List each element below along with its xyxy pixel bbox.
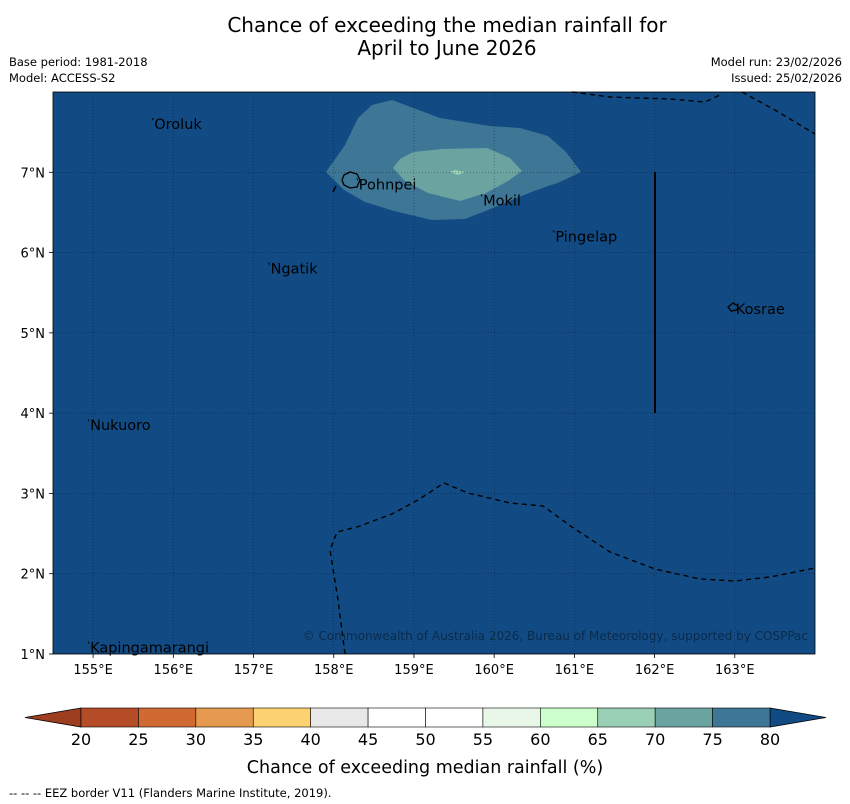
place-marker [151, 117, 154, 121]
place-label-pohnpei: Pohnpei [359, 177, 417, 193]
lon-tick-label: 159°E [394, 663, 434, 678]
lat-tick-label: 1°N [21, 648, 46, 663]
meta-left: Base period: 1981-2018 Model: ACCESS-S2 [9, 54, 148, 86]
lat-tick-label: 5°N [21, 327, 46, 342]
title-line-1: Chance of exceeding the median rainfall … [227, 13, 667, 37]
lat-tick-label: 7°N [21, 166, 46, 181]
model-name: Model: ACCESS-S2 [9, 71, 116, 85]
map-frame [52, 91, 816, 655]
colorbar-swatch [482, 707, 541, 728]
pohnpei-outline [341, 171, 361, 189]
colorbar-level-label: 45 [358, 730, 378, 749]
lat-tick-label: 2°N [21, 568, 46, 583]
place-marker [733, 302, 736, 305]
colorbar-level-label: 70 [645, 730, 665, 749]
colorbar-under-arrow [24, 707, 82, 728]
colorbar-level-label: 40 [300, 730, 320, 749]
colorbar-over-arrow [769, 707, 827, 728]
lat-tick-label: 6°N [21, 247, 46, 262]
place-label-pingelap: Pingelap [555, 230, 617, 246]
lon-tick-label: 158°E [314, 663, 354, 678]
kosrae-outline [727, 302, 739, 312]
colorbar-title: Chance of exceeding median rainfall (%) [247, 758, 603, 778]
colorbar-level-label: 80 [760, 730, 780, 749]
colorbar-level-label: 65 [588, 730, 608, 749]
eez-border-south [329, 482, 816, 655]
axis-ticks: 155°E 156°E 157°E 158°E 159°E 160°E 161°E 162°E… [21, 166, 755, 678]
base-period: Base period: 1981-2018 [9, 55, 148, 69]
copyright-notice: © Commonwealth of Australia 2026, Bureau… [303, 629, 808, 643]
colorbar-swatch [80, 707, 139, 728]
model-run: Model run: 23/02/2026 [710, 55, 842, 69]
island-outlines [341, 171, 739, 312]
lat-tick-label: 3°N [21, 487, 46, 502]
colorbar-swatch [712, 707, 771, 728]
place-marker [552, 230, 555, 233]
place-marker [480, 194, 483, 197]
map-title: Chance of exceeding the median rainfall … [0, 14, 850, 60]
colorbar-swatch [597, 707, 656, 728]
colorbar-swatch [367, 707, 426, 728]
colorbar-level-label: 20 [71, 730, 91, 749]
lon-tick-label: 160°E [474, 663, 514, 678]
eez-footnote: -- -- -- EEZ border V11 (Flanders Marine… [9, 786, 332, 800]
lon-tick-label: 163°E [715, 663, 755, 678]
lon-tick-label: 161°E [555, 663, 595, 678]
place-marker [87, 641, 90, 644]
eez-borders [329, 91, 816, 655]
place-labels: Oroluk Pohnpei Mokil Pingelap Ngatik Kosrae Nu… [87, 117, 785, 657]
lon-tick-label: 162°E [635, 663, 675, 678]
graticule [53, 92, 815, 655]
lon-tick-label: 156°E [154, 663, 194, 678]
place-label-nukuoro: Nukuoro [90, 418, 151, 434]
colorbar-level-label: 60 [530, 730, 550, 749]
place-marker [356, 178, 359, 181]
title-line-2: April to June 2026 [357, 36, 537, 60]
place-label-ngatik: Ngatik [271, 262, 319, 278]
place-label-kosrae: Kosrae [736, 302, 785, 318]
colorbar: 20 25 30 35 40 45 50 55 60 65 70 75 80 [24, 707, 827, 749]
lon-tick-label: 157°E [234, 663, 274, 678]
contour-60-65 [450, 170, 465, 175]
place-marker [87, 418, 90, 422]
colorbar-level-label: 75 [702, 730, 722, 749]
issued-date: Issued: 25/02/2026 [731, 71, 842, 85]
rainfall-contours [326, 100, 581, 220]
place-marker [268, 262, 271, 265]
colorbar-level-label: 25 [128, 730, 148, 749]
colorbar-swatch [252, 707, 311, 728]
eez-border-north [571, 91, 723, 103]
place-label-oroluk: Oroluk [154, 117, 202, 133]
colorbar-swatch [195, 707, 254, 728]
eez-border-northeast [741, 91, 816, 135]
colorbar-swatch [654, 707, 713, 728]
eez-border-stub [332, 185, 337, 193]
colorbar-swatch [138, 707, 197, 728]
colorbar-swatch [425, 707, 484, 728]
colorbar-level-label: 30 [186, 730, 206, 749]
lat-tick-label: 4°N [21, 407, 46, 422]
colorbar-level-label: 55 [473, 730, 493, 749]
colorbar-level-label: 35 [243, 730, 263, 749]
place-label-mokil: Mokil [483, 193, 521, 209]
colorbar-swatch [540, 707, 599, 728]
colorbar-swatch [310, 707, 369, 728]
meta-right: Model run: 23/02/2026 Issued: 25/02/2026 [711, 54, 842, 86]
lon-tick-label: 155°E [73, 663, 113, 678]
colorbar-level-label: 50 [415, 730, 435, 749]
place-label-kapingamarangi: Kapingamarangi [90, 641, 209, 657]
